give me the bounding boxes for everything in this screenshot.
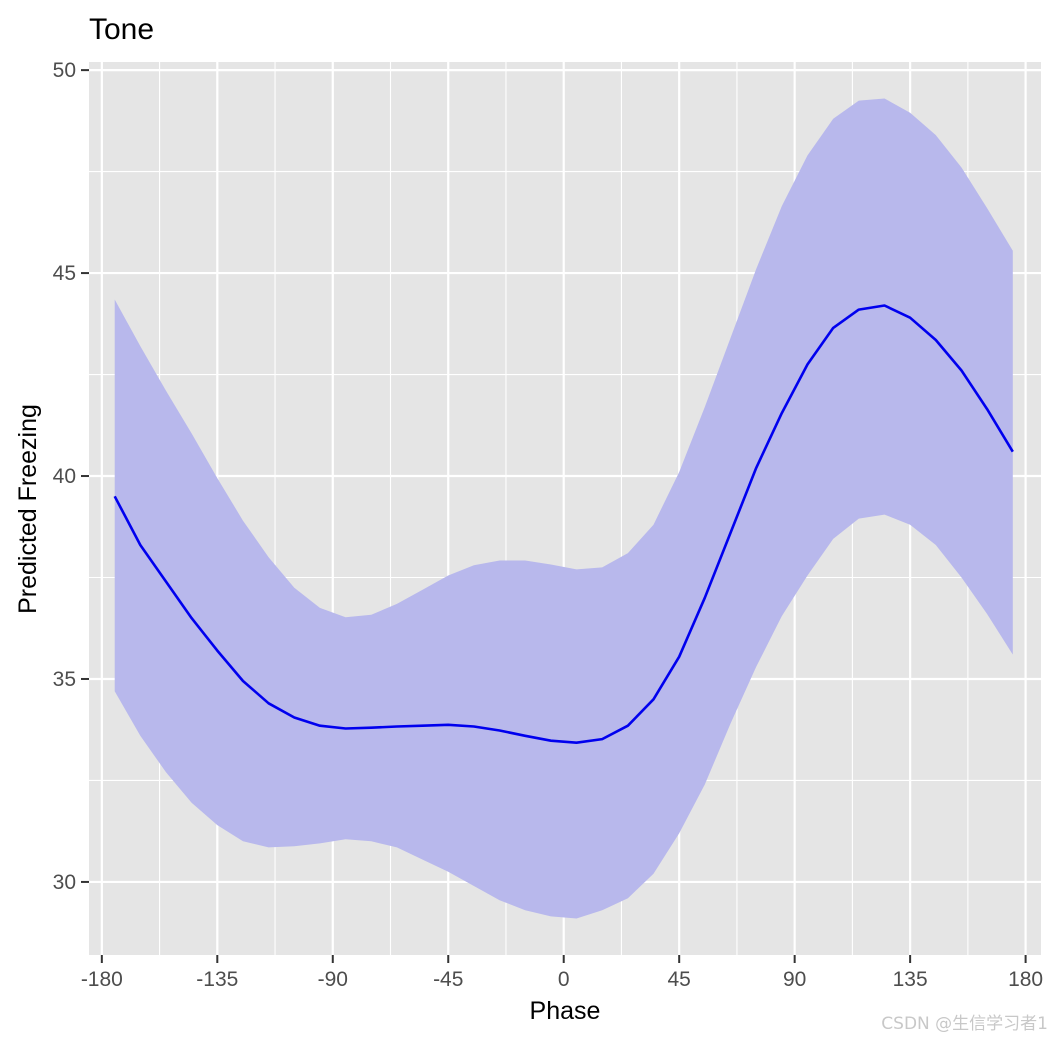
y-axis-title: Predicted Freezing <box>14 404 42 614</box>
y-tick-label: 30 <box>53 871 76 894</box>
x-axis: -180 -135 -90 -45 0 45 90 135 180 <box>81 955 1043 991</box>
x-axis-title: Phase <box>530 997 601 1025</box>
x-tick-label: -45 <box>433 968 463 991</box>
chart-title: Tone <box>89 13 154 46</box>
x-tick-label: 180 <box>1008 968 1043 991</box>
x-tick-label: 0 <box>558 968 570 991</box>
x-tick-label: -90 <box>318 968 348 991</box>
y-tick-label: 35 <box>53 668 76 691</box>
x-tick-label: 135 <box>893 968 928 991</box>
y-tick-label: 45 <box>53 262 76 285</box>
series-line <box>113 304 1014 744</box>
y-tick-label: 40 <box>53 465 76 488</box>
x-tick-label: -135 <box>196 968 238 991</box>
x-tick-label: 45 <box>668 968 691 991</box>
y-tick-label: 50 <box>53 59 76 82</box>
x-tick-label: 90 <box>783 968 806 991</box>
confidence-ribbon <box>114 98 1013 919</box>
y-axis: 30 35 40 45 50 <box>53 59 89 894</box>
watermark: CSDN @生信学习者1 <box>881 1014 1048 1034</box>
x-tick-label: -180 <box>81 968 123 991</box>
